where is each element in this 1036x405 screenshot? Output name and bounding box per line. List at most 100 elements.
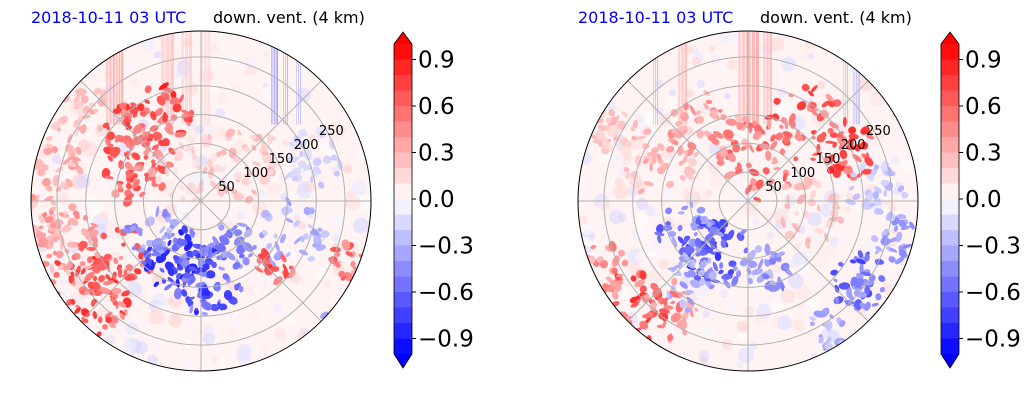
field-cell	[218, 256, 223, 261]
field-cell	[76, 116, 82, 125]
field-cell	[834, 296, 840, 305]
field-cell	[889, 247, 898, 253]
field-cell	[137, 247, 146, 253]
field-cell	[827, 127, 834, 134]
field-cell	[898, 219, 907, 228]
field-cell	[762, 167, 770, 175]
field-cell	[713, 130, 724, 139]
field-cell	[338, 270, 346, 278]
field-speckle	[796, 285, 811, 300]
field-cell	[211, 261, 217, 269]
field-cell	[677, 236, 685, 244]
field-speckle	[126, 281, 143, 297]
field-cell	[710, 109, 719, 119]
radial-streak	[684, 31, 687, 125]
field-cell	[849, 259, 856, 264]
field-speckle	[210, 31, 224, 43]
field-cell	[836, 137, 846, 146]
colorbar-segment	[394, 199, 412, 215]
radial-streak	[296, 31, 297, 125]
field-cell	[185, 250, 194, 259]
field-cell	[671, 236, 678, 248]
radial-streak	[283, 31, 284, 125]
field-cell	[86, 226, 96, 232]
field-cell	[139, 111, 147, 117]
radial-streak	[678, 31, 681, 125]
field-cell	[93, 87, 102, 96]
radial-streak	[189, 31, 192, 125]
field-cell	[606, 285, 614, 293]
field-cell	[596, 301, 603, 305]
field-cell	[143, 154, 149, 160]
field-cell	[65, 178, 74, 188]
field-cell	[191, 154, 198, 162]
field-speckle	[252, 286, 261, 294]
field-speckle	[776, 100, 792, 116]
field-speckle	[148, 309, 165, 325]
radial-streak	[287, 31, 288, 125]
field-cell	[63, 322, 71, 330]
field-cell	[697, 225, 704, 230]
field-cell	[643, 128, 652, 135]
field-cell	[681, 311, 689, 321]
colorbar-segment	[941, 168, 959, 184]
field-cell	[73, 119, 78, 128]
field-cell	[879, 287, 886, 293]
field-cell	[810, 321, 815, 327]
radial-streak	[300, 31, 301, 125]
field-cell	[62, 157, 72, 165]
radial-streak	[756, 31, 759, 125]
field-cell	[184, 233, 192, 243]
field-cell	[830, 209, 839, 218]
field-speckle	[343, 164, 353, 174]
field-cell	[84, 272, 95, 282]
field-cell	[686, 167, 696, 175]
field-cell	[68, 217, 79, 226]
colorbar-segment	[394, 323, 412, 339]
field-cell	[736, 270, 742, 278]
field-speckle	[57, 192, 69, 204]
field-cell	[745, 162, 752, 169]
field-cell	[189, 228, 195, 238]
colorbar-tick-label: 0.0	[418, 187, 455, 213]
field-cell	[328, 138, 335, 150]
field-cell	[291, 156, 301, 162]
field-cell	[183, 117, 190, 123]
field-cell	[234, 282, 241, 290]
field-speckle	[744, 305, 755, 316]
field-cell	[281, 206, 291, 216]
field-cell	[287, 171, 297, 178]
radial-streak	[118, 31, 121, 125]
field-cell	[826, 166, 835, 174]
field-cell	[293, 135, 301, 144]
field-speckle	[152, 292, 168, 308]
field-cell	[107, 155, 113, 162]
field-cell	[694, 307, 699, 312]
field-cell	[172, 103, 182, 113]
field-cell	[351, 314, 357, 319]
field-cell	[839, 149, 848, 160]
field-speckle	[261, 105, 270, 114]
field-cell	[175, 278, 180, 288]
field-cell	[298, 249, 309, 256]
field-cell	[578, 256, 583, 267]
field-cell	[167, 239, 172, 246]
field-cell	[651, 153, 657, 161]
field-cell	[820, 109, 829, 118]
field-cell	[185, 121, 191, 127]
field-cell	[862, 201, 871, 209]
field-cell	[858, 162, 867, 172]
field-speckle	[123, 337, 138, 352]
field-speckle	[646, 249, 655, 258]
field-cell	[181, 225, 188, 234]
field-cell	[718, 269, 724, 275]
azimuth-spoke	[747, 80, 869, 202]
field-cell	[681, 205, 689, 211]
field-cell	[154, 107, 164, 117]
field-cell	[845, 144, 857, 151]
field-cell	[351, 310, 359, 320]
field-cell	[155, 205, 160, 218]
field-cell	[100, 232, 107, 240]
field-cell	[93, 108, 99, 114]
colorbar-segment	[394, 183, 412, 200]
